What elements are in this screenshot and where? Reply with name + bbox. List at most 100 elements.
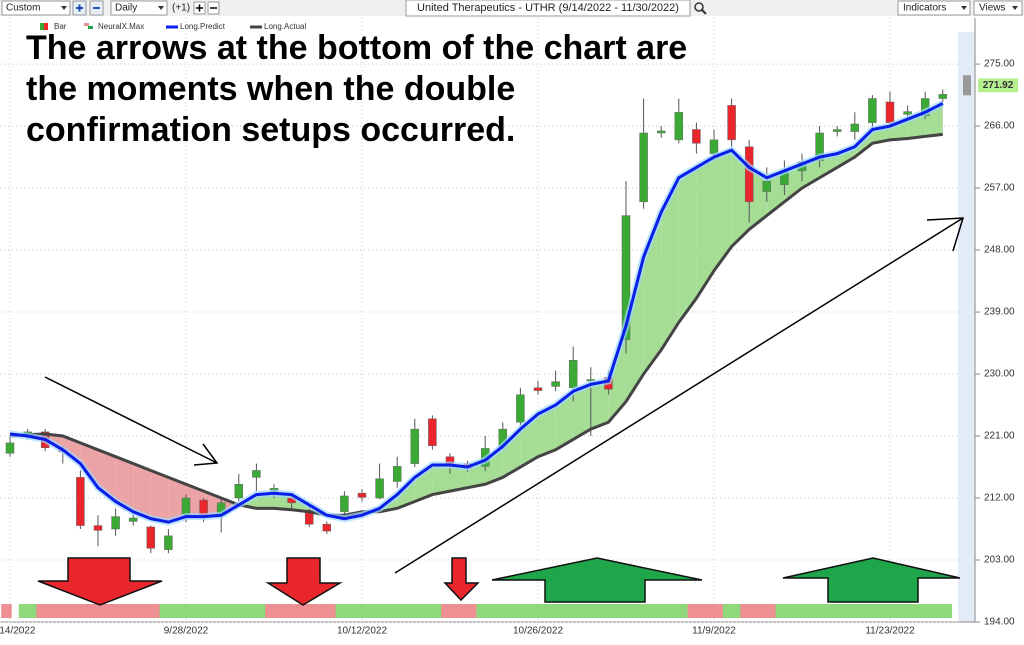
signal-cell [863, 604, 882, 618]
interval-select[interactable] [110, 0, 168, 16]
signal-cell [898, 604, 917, 618]
spread-fill [414, 464, 433, 502]
search-icon[interactable] [694, 2, 704, 12]
spread-fill [186, 484, 204, 517]
candle-body [639, 132, 648, 203]
signal-cell [353, 604, 372, 618]
legend-swatch [84, 23, 89, 26]
spread-fill [133, 463, 151, 519]
signal-cell [71, 604, 90, 618]
signal-cell [265, 604, 284, 618]
signal-cell [1, 604, 12, 618]
up-trend-arrow [394, 217, 965, 574]
last-price-marker [963, 75, 971, 96]
candle-body [692, 129, 701, 144]
spread-fill [432, 464, 450, 495]
x-tick-label: 10/12/2022 [337, 626, 387, 637]
signal-cell [406, 604, 425, 618]
y-tick-label: 275.00 [984, 59, 1015, 70]
candle-body [551, 381, 560, 387]
spread-fill [784, 163, 802, 202]
signal-cell [230, 604, 249, 618]
range-text: Custom [6, 3, 40, 14]
candle-body [656, 130, 666, 134]
green-up-arrow [782, 557, 961, 603]
range-select[interactable] [1, 0, 71, 16]
y-tick-label: 194.00 [984, 617, 1015, 628]
signal-cell [846, 604, 865, 618]
candle-body [252, 470, 261, 478]
signal-cell [247, 604, 266, 618]
interval-text: Daily [115, 3, 137, 14]
legend-label: Long.Actual [264, 22, 306, 31]
dropdown-icon [61, 6, 67, 10]
indicators-button[interactable] [897, 0, 971, 16]
views-text: Views [979, 3, 1006, 14]
dropdown-icon [961, 6, 967, 10]
trend-arrows [44, 217, 965, 574]
signal-cell [793, 604, 812, 618]
legend-label: Long.Predict [180, 22, 226, 31]
plot-area: 194.00 203.00 212.00 221.00 230.00 239.00 248.… [0, 18, 1018, 637]
signal-arrows [37, 557, 961, 606]
signal-cell [212, 604, 231, 618]
signal-cell [511, 604, 530, 618]
legend-label: NeuralX.Max [98, 22, 144, 31]
signal-cell [476, 604, 495, 618]
spread-fill [731, 150, 750, 247]
candle-body [885, 101, 895, 123]
green-up-arrow [491, 557, 703, 603]
spread-fill [538, 405, 556, 457]
candle-body [621, 215, 631, 340]
legend-swatch [88, 26, 93, 29]
offset-text: (+1) [172, 3, 190, 14]
signal-cell [441, 604, 460, 618]
spread-fill [714, 150, 732, 271]
x-tick-label: 10/26/2022 [513, 626, 563, 637]
legend-swatch [44, 23, 48, 30]
signal-cell [89, 604, 108, 618]
signal-cell [916, 604, 935, 618]
signal-cell [722, 604, 741, 618]
candle-body [76, 477, 85, 526]
annotation-line: The arrows at the bottom of the chart ar… [26, 29, 687, 67]
candle-body [674, 112, 684, 141]
legend-swatch [40, 23, 44, 30]
search-icon-handle [701, 9, 707, 15]
signal-cell [670, 604, 689, 618]
candle-body [568, 360, 578, 389]
signal-cell [494, 604, 513, 618]
spread-fill [749, 167, 767, 230]
last-price-label: 271.92 [983, 80, 1014, 91]
red-down-arrow [265, 557, 343, 606]
spread-fill [450, 464, 468, 492]
signal-cell [810, 604, 829, 618]
y-tick-label: 221.00 [984, 431, 1015, 442]
actual-line [9, 132, 943, 517]
candle-body [516, 394, 525, 423]
signal-cell [423, 604, 442, 618]
future-zone [958, 32, 975, 622]
candle-body [744, 146, 754, 203]
x-tick-label: 11/9/2022 [692, 626, 736, 637]
signal-cell [300, 604, 319, 618]
y-tick-label: 239.00 [984, 307, 1015, 318]
symbol-box[interactable] [405, 0, 691, 17]
signal-cell [705, 604, 724, 618]
annotation-line: the moments when the double [26, 70, 515, 108]
spread-fill [485, 446, 503, 485]
signal-cell [582, 604, 601, 618]
candle-body [903, 111, 912, 115]
predict-glow [9, 100, 945, 526]
signal-cell [599, 604, 618, 618]
views-button[interactable] [973, 0, 1023, 16]
candle-body [938, 94, 948, 99]
y-tick-label: 212.00 [984, 493, 1015, 504]
red-down-arrow [443, 557, 480, 602]
spread-fill [678, 167, 697, 323]
plus-icon [196, 4, 203, 12]
annotation-line: confirmation setups occurred. [26, 111, 515, 149]
y-tick-label: 248.00 [984, 245, 1015, 256]
candle-body [128, 517, 138, 522]
spread-fill [168, 477, 186, 523]
